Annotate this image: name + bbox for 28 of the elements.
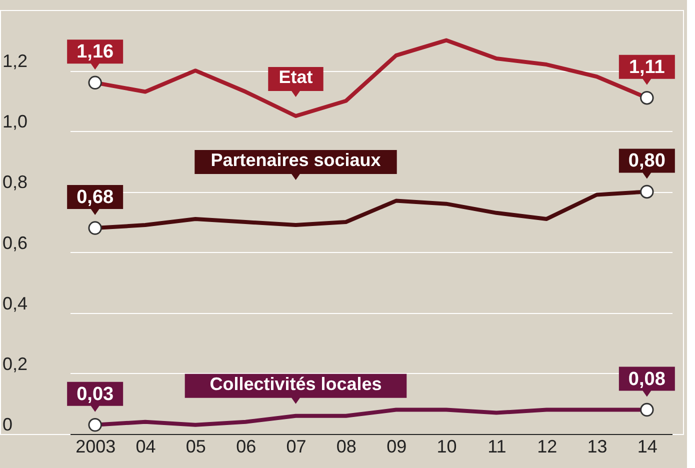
y-tick-label: 1,2 — [2, 51, 28, 72]
y-tick-label: 0,8 — [2, 172, 28, 192]
data-label: 0,03 — [76, 384, 114, 405]
y-tick-label: 0,4 — [2, 293, 28, 314]
x-tick-label: 05 — [186, 436, 206, 456]
x-tick-label: 14 — [637, 436, 658, 456]
y-tick-label: 1,0 — [2, 112, 28, 132]
x-tick-label: 12 — [537, 436, 558, 456]
x-tick-label: 04 — [136, 436, 156, 456]
x-tick-label: 06 — [236, 436, 256, 456]
data-label: 1,16 — [76, 42, 114, 63]
x-tick-label: 09 — [386, 436, 407, 456]
data-label: 0,80 — [628, 150, 666, 172]
x-tick-label: 11 — [488, 436, 506, 456]
data-label: 0,08 — [628, 368, 666, 390]
x-tick-label: 13 — [587, 436, 608, 456]
data-label: 0,68 — [76, 187, 114, 208]
y-tick-label: 0,6 — [2, 232, 28, 253]
series-label: Collectivités locales — [210, 374, 382, 394]
series-label: Partenaires sociaux — [210, 150, 381, 170]
data-label: 1,11 — [628, 56, 666, 78]
y-tick-label: 0,2 — [2, 354, 28, 374]
x-tick-label: 2003 — [76, 436, 116, 456]
x-tick-label: 07 — [286, 436, 306, 456]
y-tick-label: 0 — [2, 414, 13, 434]
x-tick-label: 10 — [436, 436, 457, 456]
x-tick-label: 08 — [336, 436, 356, 456]
series-label: Etat — [278, 67, 313, 87]
